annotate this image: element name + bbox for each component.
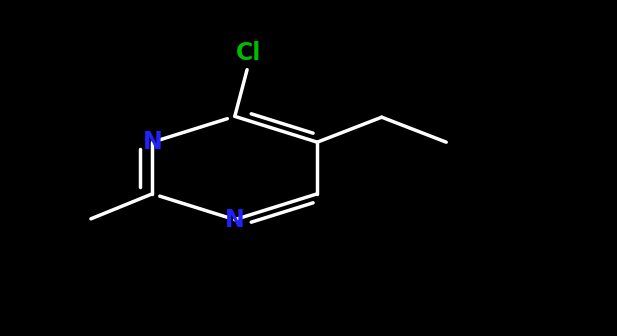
Text: N: N — [143, 130, 162, 154]
Text: N: N — [225, 208, 245, 232]
Text: Cl: Cl — [236, 41, 261, 65]
